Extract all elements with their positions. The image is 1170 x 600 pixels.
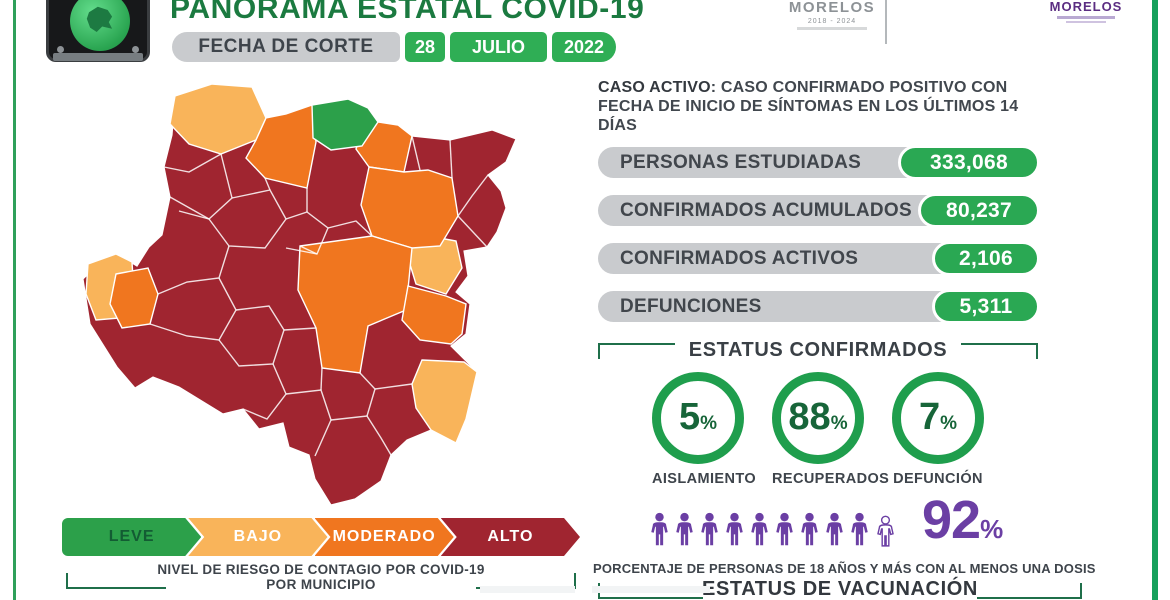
- person-icon: [701, 512, 718, 546]
- bracket-corner: [66, 573, 166, 589]
- person-outline-icon: [877, 515, 894, 547]
- morelos-brand-logo: MORELOS: [1040, 0, 1132, 23]
- stat-bar-confirmados-activos: CONFIRMADOS ACTIVOS 2,106: [598, 241, 1040, 276]
- vaccination-caption: PORCENTAJE DE PERSONAS DE 18 AÑOS Y MÁS …: [593, 561, 1096, 576]
- legend-arrow-alto: ALTO: [441, 518, 580, 556]
- morelos-silhouette-icon: [86, 6, 113, 32]
- green-light: [70, 0, 130, 51]
- legend-arrow-leve: LEVE: [62, 518, 201, 556]
- traffic-light-icon: [46, 0, 150, 62]
- circle-aislamiento: 5% AISLAMIENTO: [652, 372, 756, 487]
- date-label: FECHA DE CORTE: [172, 32, 400, 62]
- date-row: FECHA DE CORTE 28 JULIO 2022: [172, 32, 616, 62]
- risk-legend: LEVE BAJO MODERADO ALTO NIVEL DE RIESGO …: [62, 518, 580, 592]
- screw-icon: [57, 46, 64, 53]
- circle-recuperados: 88% RECUPERADOS: [772, 372, 889, 487]
- person-icon: [851, 512, 868, 546]
- stat-bar-defunciones: DEFUNCIONES 5,311: [598, 289, 1040, 324]
- legend-caption: NIVEL DE RIESGO DE CONTAGIO POR COVID-19…: [62, 562, 580, 592]
- date-day: 28: [405, 32, 445, 62]
- left-frame-line: [13, 0, 16, 600]
- traffic-light-base: [53, 53, 143, 61]
- person-icon: [676, 512, 693, 546]
- stat-bars: PERSONAS ESTUDIADAS 333,068 CONFIRMADOS …: [598, 145, 1040, 324]
- bracket-corner: [977, 583, 1082, 599]
- estatus-confirmados-header: ESTATUS CONFIRMADOS: [598, 339, 1038, 362]
- date-month: JULIO: [450, 32, 547, 62]
- date-year: 2022: [552, 32, 616, 62]
- vaccination-row: 92%: [648, 493, 1038, 553]
- stat-value: 2,106: [932, 241, 1040, 276]
- person-icon: [751, 512, 768, 546]
- stat-value: 80,237: [918, 193, 1040, 228]
- municipal-borders: [149, 135, 489, 457]
- page-title: PANORAMA ESTATAL COVID-19: [170, 0, 645, 25]
- morelos-risk-map: [60, 78, 580, 508]
- screw-icon: [132, 46, 139, 53]
- caso-activo-definition: CASO ACTIVO: CASO CONFIRMADO POSITIVO CO…: [598, 79, 1019, 134]
- right-frame-line: [1152, 0, 1158, 600]
- logo-divider: [885, 0, 887, 44]
- bracket-corner: [598, 343, 675, 359]
- person-icon: [801, 512, 818, 546]
- cropped-artifact: [480, 586, 575, 593]
- stat-bar-confirmados-acumulados: CONFIRMADOS ACUMULADOS 80,237: [598, 193, 1040, 228]
- vaccination-percentage: 92%: [922, 490, 1004, 550]
- stat-value: 333,068: [898, 145, 1040, 180]
- person-icons: [648, 505, 896, 553]
- stats-panel: CASO ACTIVO: CASO CONFIRMADO POSITIVO CO…: [593, 78, 1095, 600]
- status-circles: 5% AISLAMIENTO 88% RECUPERADOS 7% DEFUNC…: [598, 372, 1038, 487]
- circle-defuncion: 7% DEFUNCIÓN: [892, 372, 984, 487]
- legend-arrow-moderado: MODERADO: [315, 518, 454, 556]
- person-icon: [651, 512, 668, 546]
- cropped-artifact: [592, 586, 710, 593]
- person-icon: [726, 512, 743, 546]
- person-icon: [826, 512, 843, 546]
- legend-arrow-bajo: BAJO: [188, 518, 327, 556]
- person-icon: [776, 512, 793, 546]
- stat-value: 5,311: [932, 289, 1040, 324]
- morelos-gov-logo: MORELOS 2018 - 2024: [782, 0, 882, 31]
- bracket-corner: [961, 343, 1038, 359]
- stat-bar-personas-estudiadas: PERSONAS ESTUDIADAS 333,068: [598, 145, 1040, 180]
